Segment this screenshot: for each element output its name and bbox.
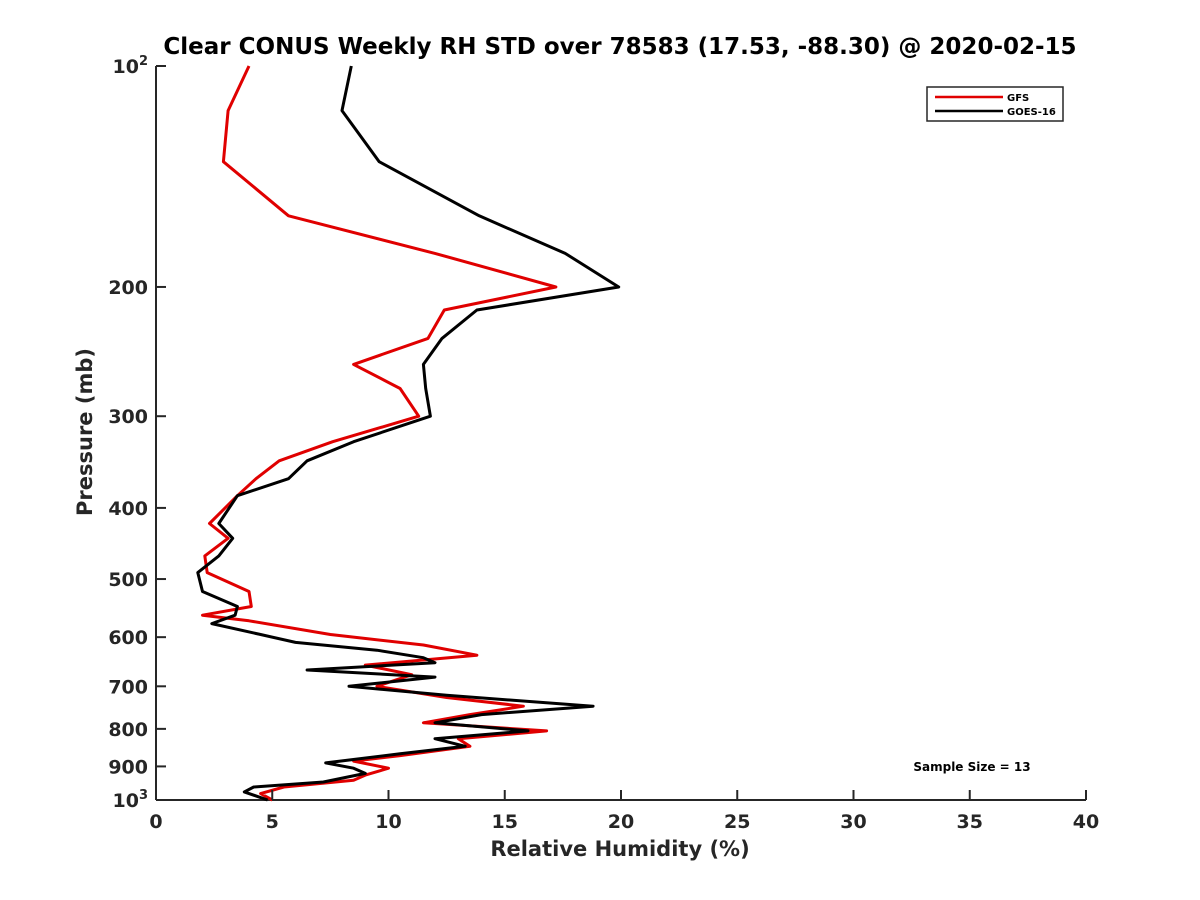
y-axis-label: Pressure (mb): [73, 348, 97, 516]
x-tick-label: 20: [608, 811, 634, 833]
x-tick-label: 5: [266, 811, 279, 833]
y-tick-label: 102: [113, 54, 149, 78]
y-axis-ticks: 102 200 300 400 500 600 700 800 900 103: [108, 54, 166, 812]
x-tick-label: 40: [1073, 811, 1099, 833]
y-tick-label: 700: [108, 676, 148, 698]
y-tick-label: 200: [108, 277, 148, 299]
y-tick-label: 300: [108, 406, 148, 428]
legend-label: GFS: [1007, 93, 1029, 104]
x-tick-label: 15: [492, 811, 518, 833]
legend-box: [926, 86, 1064, 122]
series-line-goes-16: [196, 65, 621, 802]
x-tick-label: 30: [840, 811, 866, 833]
x-tick-label: 25: [724, 811, 750, 833]
legend: GFS GOES-16: [926, 86, 1064, 122]
x-tick-label: 0: [149, 811, 162, 833]
chart-title: Clear CONUS Weekly RH STD over 78583 (17…: [163, 34, 1076, 60]
x-axis-label: Relative Humidity (%): [490, 837, 749, 861]
legend-label: GOES-16: [1007, 107, 1056, 118]
y-tick-label: 900: [108, 756, 148, 778]
y-tick-label: 500: [108, 569, 148, 591]
y-tick-label: 103: [113, 788, 149, 812]
x-axis-ticks: 0 5 10 15 20 25 30 35 40: [149, 790, 1099, 833]
x-tick-label: 10: [375, 811, 401, 833]
x-tick-label: 35: [957, 811, 983, 833]
y-tick-label: 800: [108, 719, 148, 741]
y-tick-label: 600: [108, 627, 148, 649]
y-tick-label: 400: [108, 498, 148, 520]
sample-size-annotation: Sample Size = 13: [913, 760, 1030, 774]
series-layer: [196, 65, 621, 802]
